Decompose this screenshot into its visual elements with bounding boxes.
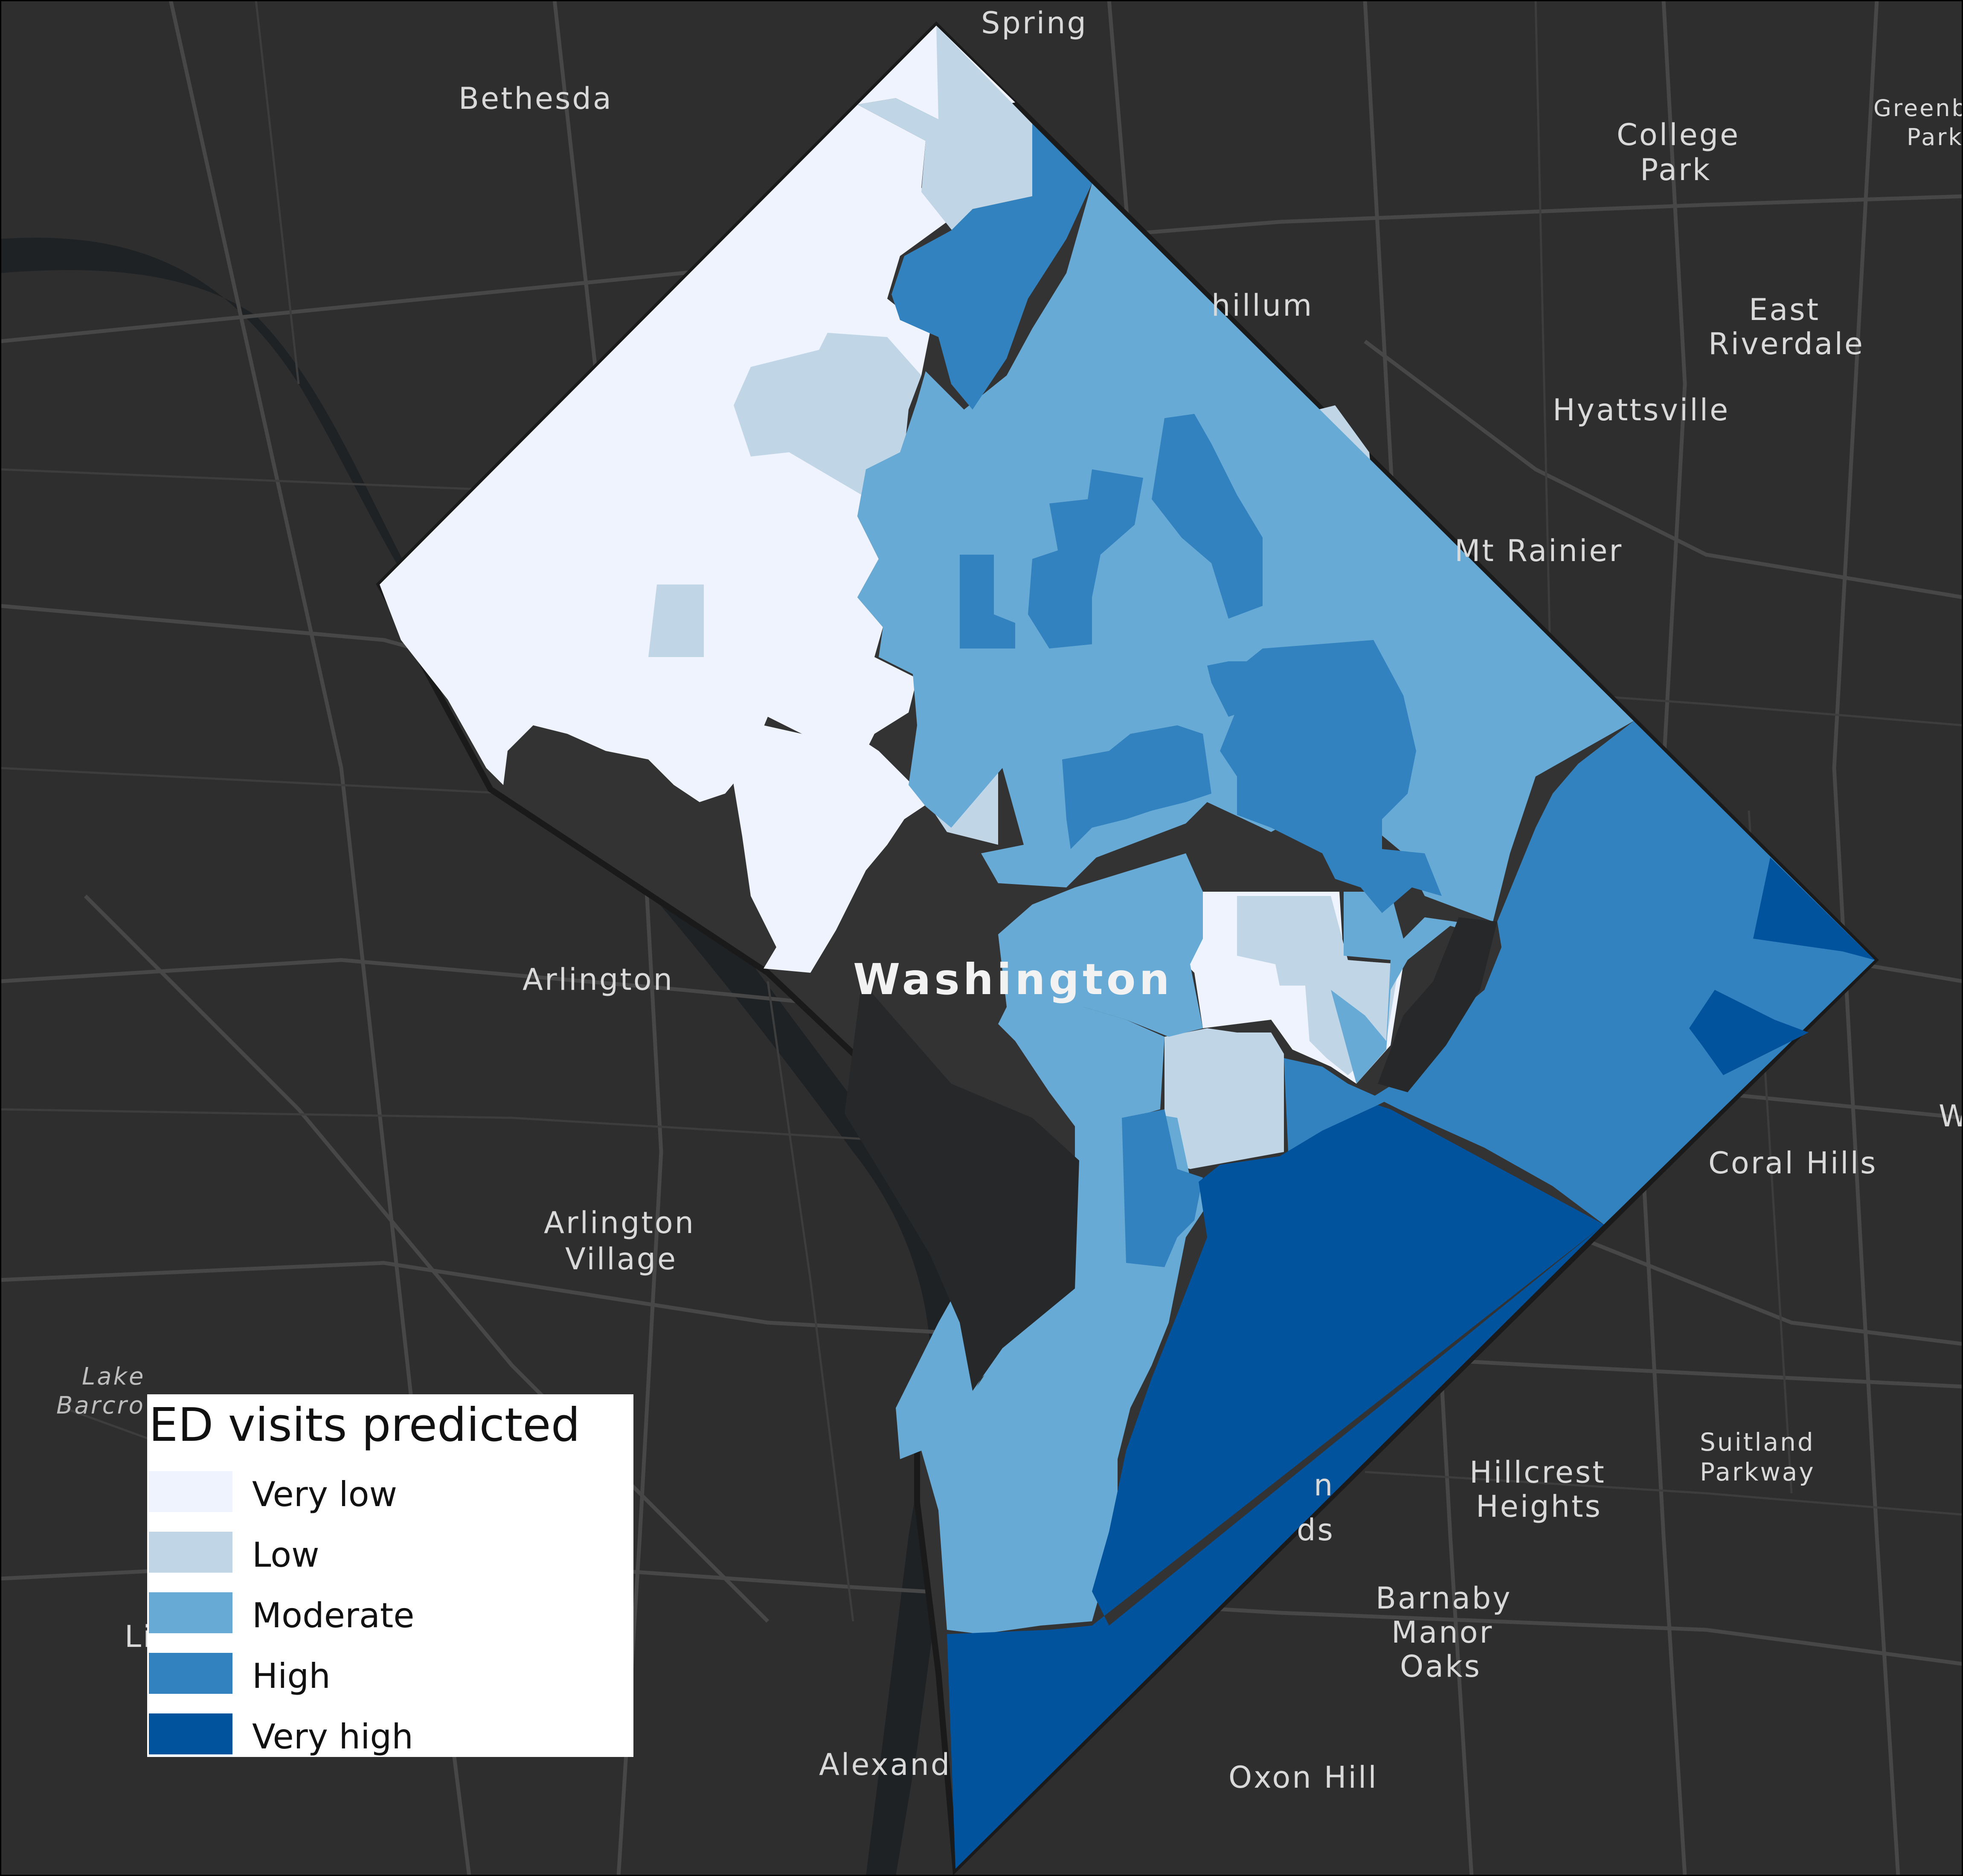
label-suitland-parkway-2: Parkway (1700, 1457, 1815, 1486)
legend-swatch-high (149, 1653, 232, 1694)
label-heights-fragment-1: n (1314, 1468, 1334, 1503)
region-high-center (960, 555, 1015, 649)
label-arlington-village-1: Arlington (544, 1205, 695, 1240)
legend-swatch-very-high (149, 1713, 232, 1754)
legend-label-very-high: Very high (252, 1717, 413, 1757)
label-barnaby-1: Barnaby (1376, 1581, 1512, 1616)
legend-label-very-low: Very low (252, 1475, 397, 1514)
region-very-high-southeast (947, 1105, 1604, 1869)
region-high-north-center (1028, 469, 1143, 649)
region-high-north (891, 124, 1092, 410)
legend-item-high: High (149, 1653, 627, 1696)
label-hyattsville: Hyattsville (1553, 393, 1730, 428)
anacostia-channel (1378, 917, 1497, 1092)
label-washington: Washington (853, 954, 1173, 1004)
region-high-center-3 (1062, 725, 1211, 849)
region-high-east (1374, 721, 1875, 1224)
region-very-high-east-tip (1753, 858, 1875, 960)
label-bethesda: Bethesda (459, 81, 613, 116)
region-low-southeast-mid (1164, 1028, 1284, 1169)
label-hillcrest-heights-2: Heights (1476, 1489, 1602, 1524)
region-very-low-small (640, 691, 729, 785)
label-w-fragment: W (1939, 1099, 1963, 1134)
label-heights-fragment-2: ds (1297, 1512, 1335, 1547)
label-east-riverdale-2: Riverdale (1708, 326, 1864, 361)
region-moderate-south-west (896, 1007, 1164, 1459)
label-lake-barcroft-1: Lake (82, 1363, 145, 1390)
legend-item-very-low: Very low (149, 1471, 627, 1514)
region-low-northwest-mid (734, 333, 921, 495)
label-barnaby-2: Manor (1391, 1615, 1493, 1650)
region-high-south-west (1122, 1109, 1203, 1267)
region-very-low-northwest (380, 26, 1015, 802)
region-low-north-tip (857, 26, 1032, 235)
label-oxon-hill: Oxon Hill (1228, 1760, 1378, 1795)
label-barnaby-3: Oaks (1400, 1649, 1481, 1684)
label-suitland-parkway-1: Suitland (1700, 1428, 1815, 1457)
label-arlington-village-2: Village (565, 1242, 677, 1277)
label-lake-barcroft-2: Barcro (56, 1392, 145, 1419)
legend-swatch-moderate (149, 1592, 232, 1633)
legend-swatch-low (149, 1532, 232, 1573)
label-hillcrest-heights-1: Hillcrest (1469, 1455, 1606, 1490)
label-greenbelt-2: Park (1907, 124, 1963, 151)
map-legend: ED visits predicted Very low Low Moderat… (147, 1394, 633, 1757)
legend-title: ED visits predicted (149, 1399, 581, 1452)
region-moderate-east-band (1331, 892, 1493, 1084)
region-high-northeast-strip (1152, 414, 1263, 619)
region-high-south-center (1284, 1058, 1386, 1152)
legend-item-very-high: Very high (149, 1713, 627, 1757)
legend-item-moderate: Moderate (149, 1592, 627, 1635)
label-spring: Spring (981, 6, 1088, 41)
label-alexandria: Alexand (819, 1747, 951, 1782)
label-arlington: Arlington (523, 962, 674, 997)
label-east-riverdale-1: East (1749, 292, 1820, 327)
label-greenbelt-1: Greenb (1873, 95, 1963, 122)
region-moderate-center-east (998, 853, 1203, 1037)
legend-swatch-very-low (149, 1471, 232, 1512)
label-lincolnia-fragment: Li (125, 1619, 153, 1654)
label-coral-hills: Coral Hills (1708, 1146, 1878, 1181)
legend-label-low: Low (252, 1535, 319, 1575)
region-very-high-east-small (1689, 990, 1809, 1075)
label-college-park-1: College (1617, 117, 1740, 152)
label-hillum: hillum (1211, 288, 1313, 323)
label-college-park-2: Park (1640, 152, 1711, 187)
legend-item-low: Low (149, 1532, 627, 1575)
region-low-west-small (648, 585, 704, 657)
legend-label-high: High (252, 1656, 331, 1696)
legend-label-moderate: Moderate (252, 1596, 415, 1635)
potomac-channel-east-bank (845, 981, 1079, 1391)
region-high-center-east (1220, 640, 1442, 913)
region-very-low-west-cluster (640, 691, 930, 973)
label-mt-rainier: Mt Rainier (1455, 533, 1623, 568)
